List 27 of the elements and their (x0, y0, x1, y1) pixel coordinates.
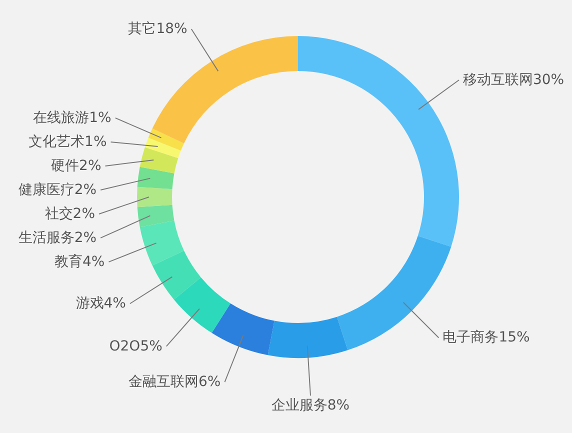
donut-slice (174, 277, 230, 333)
slice-label: 生活服务2% (18, 230, 97, 246)
slice-label: 其它18% (128, 20, 188, 37)
donut-slice (152, 250, 201, 300)
donut-slice (212, 303, 274, 356)
slice-label: 电子商务15% (442, 330, 530, 346)
slice-label: 文化艺术1% (28, 134, 107, 150)
donut-slice (268, 316, 348, 358)
slice-label: 移动互联网30% (462, 72, 564, 88)
donut-slice (137, 186, 172, 208)
donut-slice (298, 36, 459, 247)
donut-slice (140, 220, 184, 266)
donut-slice (137, 204, 174, 228)
donut-slice (137, 166, 174, 190)
donut-slice (152, 36, 298, 144)
slice-label: 社交2% (44, 206, 95, 222)
slice-label: 游戏4% (76, 296, 126, 312)
donut-slice (148, 128, 184, 151)
slice-label: 硬件2% (51, 158, 102, 174)
slice-label: 企业服务8% (271, 398, 350, 414)
slice-label: 健康医疗2% (18, 182, 97, 198)
donut-slice (140, 147, 178, 174)
slice-label: O2O5% (109, 338, 162, 354)
slice-label: 在线旅游1% (33, 110, 112, 126)
slice-label: 金融互联网6% (128, 374, 221, 390)
slice-label: 教育4% (54, 252, 105, 270)
donut-slice (144, 138, 181, 158)
